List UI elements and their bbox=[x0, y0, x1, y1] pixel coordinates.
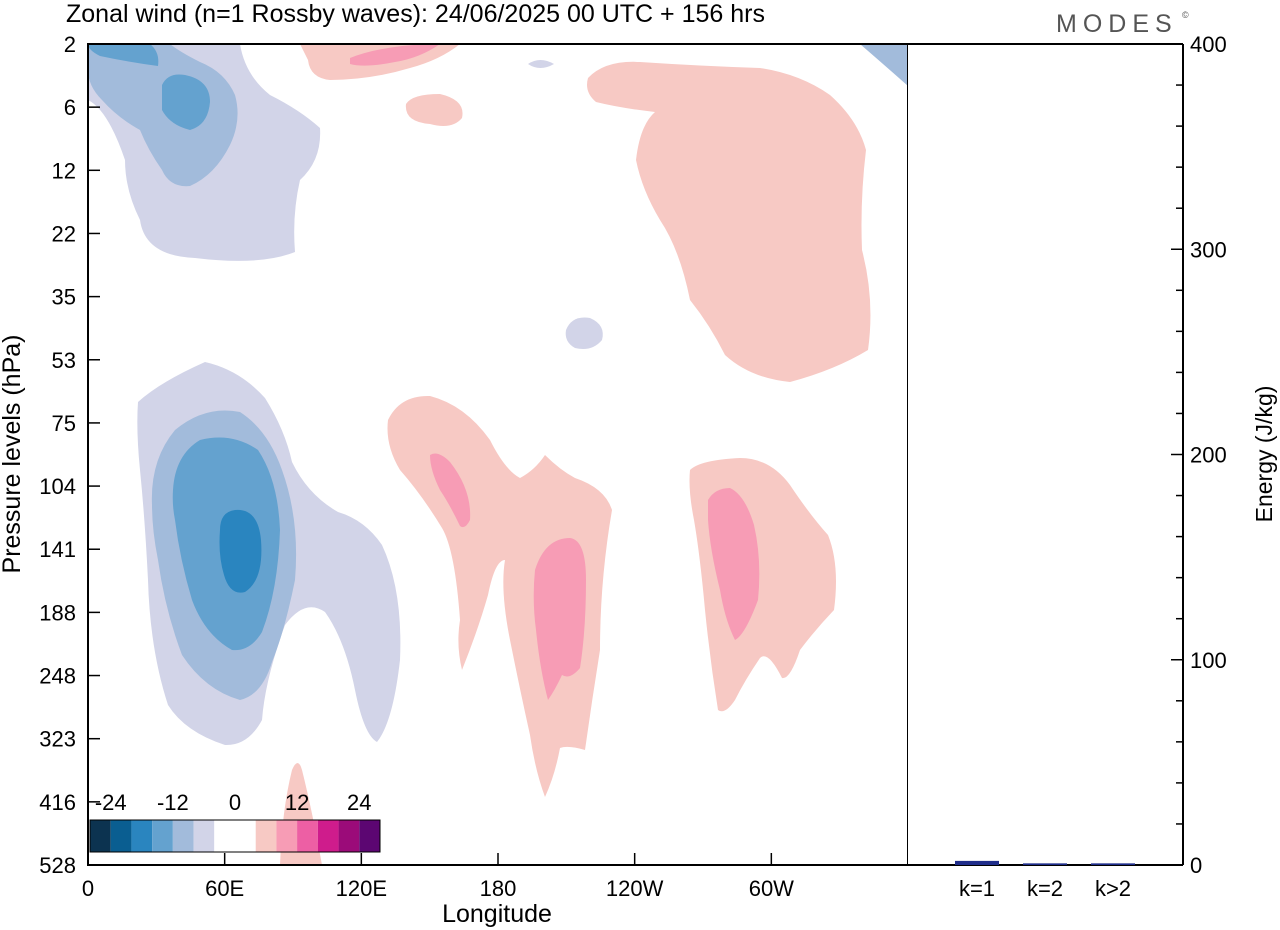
x-tick-label: 60E bbox=[205, 876, 244, 901]
colorbar-cell bbox=[152, 820, 173, 852]
energy-plot-background bbox=[908, 44, 1183, 865]
y-tick-label: 6 bbox=[64, 95, 76, 120]
brand-logo: MODES bbox=[1056, 10, 1178, 38]
colorbar-border bbox=[89, 819, 381, 853]
colorbar-cell bbox=[235, 820, 256, 852]
energy-tick-label: 100 bbox=[1190, 648, 1227, 673]
y-tick-label: 22 bbox=[52, 221, 76, 246]
y-axis: 2 6 12 22 35 53 75 104 141 188 248 323 416 528 bbox=[39, 32, 100, 878]
colorbar-cell bbox=[214, 820, 235, 852]
contour-negative-upper-mid bbox=[88, 44, 238, 187]
energy-bar bbox=[955, 860, 999, 865]
contour-positive-top-inner bbox=[350, 44, 440, 66]
colorbar-label: -12 bbox=[157, 790, 189, 815]
colorbar-cell bbox=[110, 820, 132, 852]
heatmap-plot: 0 60E 120E 180 120W 60W 2 6 12 22 35 53 75 104 141 188… bbox=[0, 32, 909, 928]
energy-tick-label: 300 bbox=[1190, 237, 1227, 262]
y-tick-label: 323 bbox=[39, 727, 76, 752]
energy-y-axis: 0 100 200 300 400 bbox=[1171, 32, 1227, 878]
y-tick-label: 2 bbox=[64, 32, 76, 57]
energy-x-axis: k=1 k=2 k>2 bbox=[959, 876, 1131, 901]
colorbar-cell bbox=[131, 820, 153, 852]
x-axis-label: Longitude bbox=[442, 900, 552, 928]
colorbar-cell bbox=[317, 820, 339, 852]
chart-title: Zonal wind (n=1 Rossby waves): 24/06/202… bbox=[66, 0, 765, 28]
contour-positive-lower-mid-inner-b bbox=[533, 538, 586, 700]
energy-bars bbox=[955, 860, 1135, 865]
energy-category-label: k=1 bbox=[959, 876, 995, 901]
energy-bar bbox=[1023, 863, 1067, 865]
y-axis-label: Pressure levels (hPa) bbox=[0, 335, 26, 574]
y-tick-label: 416 bbox=[39, 790, 76, 815]
energy-bar-chart: 0 100 200 300 400 k=1 k=2 k>2 Energy (J/kg) bbox=[908, 32, 1277, 901]
energy-tick-label: 400 bbox=[1190, 32, 1227, 57]
x-tick-label: 120W bbox=[606, 876, 664, 901]
energy-axis-label: Energy (J/kg) bbox=[1251, 386, 1277, 523]
y-tick-label: 188 bbox=[39, 600, 76, 625]
contour-positive-upper-right bbox=[587, 61, 871, 383]
colorbar-label: 12 bbox=[285, 790, 309, 815]
y-tick-label: 75 bbox=[52, 411, 76, 436]
y-tick-label: 12 bbox=[52, 158, 76, 183]
contour-positive-lower-mid-outer bbox=[387, 395, 612, 797]
colorbar-cell bbox=[193, 820, 215, 852]
colorbar-label: 24 bbox=[347, 790, 371, 815]
energy-bar bbox=[1091, 863, 1135, 865]
contour-negative-corner bbox=[860, 44, 908, 86]
y-tick-label: 528 bbox=[39, 853, 76, 878]
x-tick-label: 0 bbox=[82, 876, 94, 901]
y-tick-label: 53 bbox=[52, 348, 76, 373]
x-axis: 0 60E 120E 180 120W 60W bbox=[82, 853, 794, 901]
energy-category-label: k>2 bbox=[1095, 876, 1131, 901]
energy-category-label: k=2 bbox=[1027, 876, 1063, 901]
colorbar-cell bbox=[297, 820, 318, 852]
x-tick-label: 180 bbox=[480, 876, 517, 901]
colorbar-labels: -24 -12 0 12 24 bbox=[95, 790, 372, 815]
contour-field bbox=[88, 44, 908, 865]
contour-negative-lower-core bbox=[219, 509, 262, 593]
colorbar-cell bbox=[90, 820, 111, 852]
contour-positive-lower-right-inner bbox=[708, 488, 760, 640]
y-tick-label: 104 bbox=[39, 474, 76, 499]
y-tick-label: 248 bbox=[39, 664, 76, 689]
x-tick-label: 60W bbox=[749, 876, 794, 901]
contour-negative-speck bbox=[528, 60, 554, 68]
contour-positive-lower-mid-inner-a bbox=[430, 453, 471, 528]
y-tick-label: 35 bbox=[52, 285, 76, 310]
colorbar: -24 -12 0 12 24 bbox=[89, 790, 381, 853]
colorbar-label: -24 bbox=[95, 790, 127, 815]
colorbar-cell bbox=[276, 820, 298, 852]
energy-tick-label: 200 bbox=[1190, 443, 1227, 468]
colorbar-cell bbox=[359, 820, 380, 852]
brand-mark: © bbox=[1182, 10, 1189, 20]
colorbar-cells bbox=[89, 819, 381, 853]
colorbar-cell bbox=[172, 820, 194, 852]
colorbar-cell bbox=[338, 820, 360, 852]
contour-negative-upper-inner bbox=[88, 44, 210, 130]
contour-negative-speck-2 bbox=[565, 317, 603, 349]
x-tick-label: 120E bbox=[336, 876, 387, 901]
y-tick-label: 141 bbox=[39, 537, 76, 562]
colorbar-cell bbox=[255, 820, 277, 852]
energy-tick-label: 0 bbox=[1190, 853, 1202, 878]
colorbar-label: 0 bbox=[229, 790, 241, 815]
contour-positive-small-blob bbox=[405, 94, 463, 126]
